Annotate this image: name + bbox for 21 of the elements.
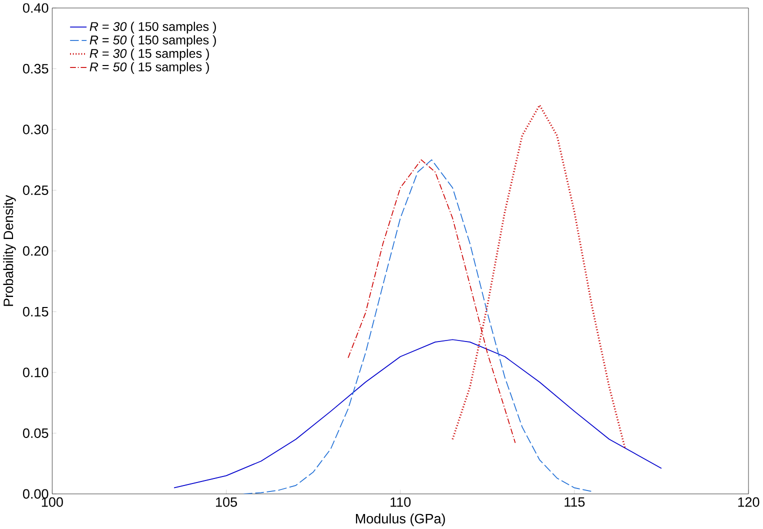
y-tick-label: 0.15	[22, 306, 48, 316]
legend-label: R = 50 ( 15 samples )	[90, 62, 209, 74]
y-tick-label: 0.25	[22, 185, 48, 195]
x-tick-label: 110	[390, 497, 411, 507]
x-tick-label: 120	[738, 497, 760, 507]
y-tick-label: 0.10	[22, 367, 48, 378]
y-tick-label: 0.40	[22, 3, 48, 13]
legend-label: R = 50 ( 150 samples )	[90, 35, 216, 47]
x-axis-title: Modulus (GPa)	[356, 513, 445, 526]
y-tick-label: 0.00	[22, 488, 48, 499]
line-series	[174, 339, 662, 488]
y-tick-label: 0.05	[22, 428, 48, 438]
legend-label: R = 30 ( 150 samples )	[90, 22, 216, 34]
y-tick-label: 0.35	[22, 64, 48, 74]
x-tick-label: 105	[216, 497, 237, 507]
x-tick-label: 115	[564, 497, 585, 507]
legend-label: R = 30 ( 15 samples )	[90, 48, 209, 60]
y-axis-title: Probability Density	[3, 194, 16, 306]
y-tick-label: 0.20	[22, 246, 48, 256]
x-tick-label: 100	[42, 497, 63, 507]
y-tick-label: 0.30	[22, 124, 48, 134]
